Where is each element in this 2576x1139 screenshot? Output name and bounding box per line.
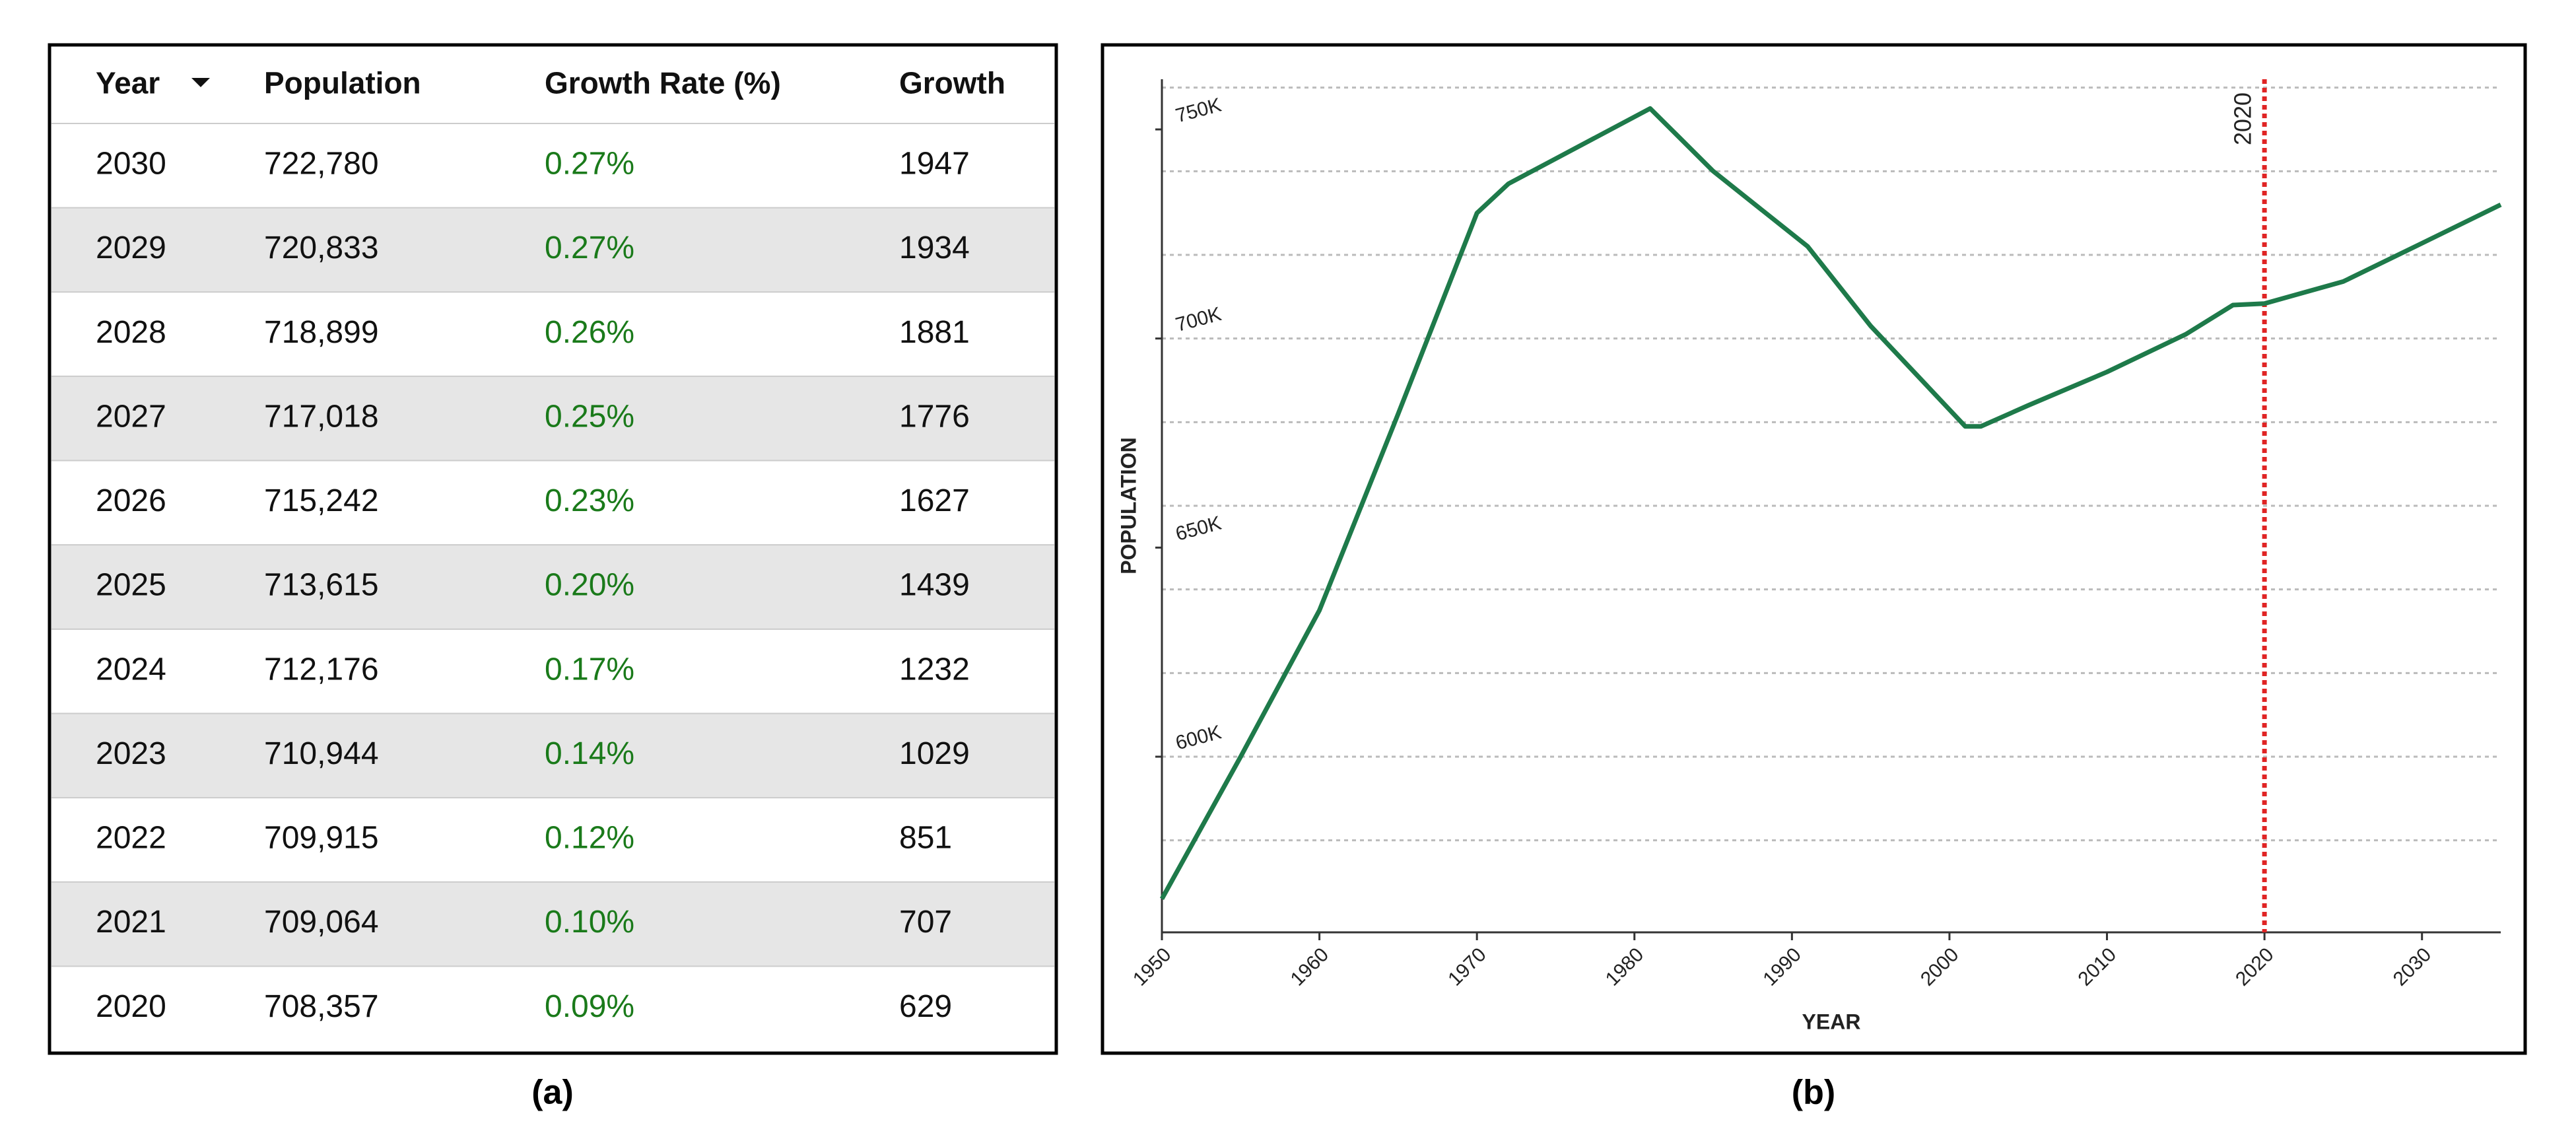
table-cell: 709,915 [264,821,379,856]
table-cell: 2023 [96,736,166,771]
caption: (a) [531,1074,574,1112]
table-row [51,881,1054,967]
table-cell: 629 [899,989,952,1024]
caption: (b) [1792,1074,1835,1112]
table-cell: 0.09% [545,989,634,1024]
data-line [1159,106,2502,900]
table-cell: 0.25% [545,399,634,434]
column-header: Population [264,66,421,100]
table-cell: 0.20% [545,568,634,603]
table-cell: 0.26% [545,315,634,350]
chart-frame [1101,43,2527,1055]
table-cell: 0.27% [545,230,634,265]
x-axis-label: YEAR [1802,1010,1861,1033]
table-cell: 713,615 [264,568,379,603]
column-header: Growth Rate (%) [545,66,781,100]
table-row [51,713,1054,798]
table-cell: 0.17% [545,652,634,687]
table-cell: 1029 [899,736,970,771]
table-row [51,123,1054,208]
table-cell: 0.14% [545,736,634,771]
table-cell: 1934 [899,230,970,265]
column-header: Year [96,66,160,100]
table-row [51,207,1054,293]
table-row [51,376,1054,461]
table-cell: 722,780 [264,146,379,181]
column-header: Growth [899,66,1005,100]
table-row [51,460,1054,545]
table-cell: 2026 [96,483,166,518]
table-cell: 0.23% [545,483,634,518]
table-cell: 718,899 [264,315,379,350]
table-cell: 709,064 [264,905,379,940]
table-cell: 0.27% [545,146,634,181]
y-axis-label: POPULATION [1116,437,1140,574]
table-cell: 1776 [899,399,970,434]
table-cell: 1232 [899,652,970,687]
table-cell: 2027 [96,399,166,434]
table-cell: 715,242 [264,483,379,518]
table-cell: 2020 [96,989,166,1024]
table-cell: 2030 [96,146,166,181]
table-cell: 1947 [899,146,970,181]
table-cell: 851 [899,821,952,856]
table-cell: 0.10% [545,905,634,940]
table-cell: 2025 [96,568,166,603]
table-cell: 2024 [96,652,166,687]
table-cell: 2021 [96,905,166,940]
table-cell: 2022 [96,821,166,856]
table-cell: 720,833 [264,230,379,265]
table-row [51,798,1054,882]
table-row [51,966,1054,1051]
table-cell: 712,176 [264,652,379,687]
table-cell: 2029 [96,230,166,265]
table-cell: 717,018 [264,399,379,434]
table-cell: 2028 [96,315,166,350]
table-cell: 1881 [899,315,970,350]
table-row [51,545,1054,629]
table-row [51,629,1054,714]
table-row [51,292,1054,376]
table-cell: 707 [899,905,952,940]
table-cell: 1627 [899,483,970,518]
table-cell: 708,357 [264,989,379,1024]
sort-icon [191,78,210,87]
table-cell: 0.12% [545,821,634,856]
table-cell: 710,944 [264,736,379,771]
table-cell: 1439 [899,568,970,603]
annotation-label: 2020 [2229,92,2256,145]
